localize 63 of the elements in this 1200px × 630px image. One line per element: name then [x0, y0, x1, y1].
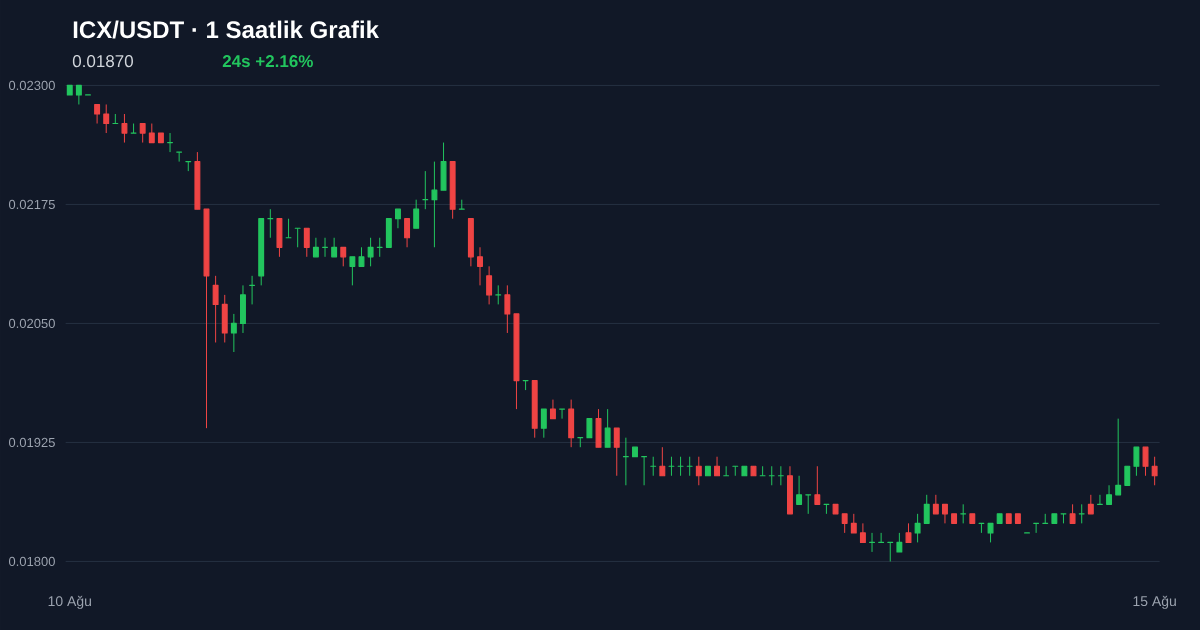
candlestick — [495, 284, 502, 305]
candlestick — [367, 237, 374, 267]
candlestick — [923, 494, 930, 524]
candlestick — [859, 522, 866, 543]
candlestick — [121, 113, 128, 144]
candlestick — [559, 408, 566, 420]
candlestick — [549, 399, 556, 420]
candlestick — [1133, 446, 1140, 477]
candlestick — [613, 427, 620, 477]
y-tick-label: 0.02050 — [8, 318, 55, 329]
candlestick — [659, 446, 666, 477]
y-tick-label: 0.02175 — [8, 199, 55, 210]
candlestick — [1106, 484, 1113, 505]
chart-subtitle: 0.01870 — [72, 55, 133, 68]
x-tick-label: 10 Ağu — [48, 595, 91, 609]
candlestick — [796, 475, 803, 505]
chart-title: ICX/USDT · 1 Saatlik Grafik — [73, 20, 379, 39]
candlestick — [540, 408, 547, 439]
candlestick — [814, 465, 821, 505]
candlestick — [604, 408, 611, 448]
candlestick — [905, 522, 912, 543]
candlestick — [75, 84, 82, 105]
candlestick — [176, 151, 183, 163]
candlestick — [349, 256, 356, 286]
candlestick — [94, 103, 101, 125]
candlestick — [896, 532, 903, 553]
y-tick-label: 0.01925 — [8, 437, 55, 448]
candlestick — [303, 227, 310, 258]
candlestick — [850, 513, 857, 534]
candlestick — [841, 513, 848, 534]
candlestick — [431, 161, 438, 248]
candlestick — [1124, 465, 1131, 486]
candlestick — [404, 218, 411, 248]
candlestick — [148, 123, 155, 144]
candlestick — [695, 456, 702, 486]
y-tick-label: 0.01800 — [8, 556, 55, 567]
candlestick — [358, 246, 365, 267]
candlestick — [312, 237, 319, 258]
candlestick — [477, 246, 483, 286]
candlestick — [103, 103, 110, 134]
candlestick — [1151, 456, 1158, 486]
candlestick — [504, 284, 511, 334]
candlestick — [486, 265, 493, 305]
candlestick — [139, 122, 146, 144]
x-tick-label: 15 Ağu — [1133, 595, 1176, 609]
candlestick — [331, 237, 338, 258]
candlestick — [1069, 503, 1076, 524]
candlestick — [394, 208, 401, 229]
y-tick-label: 0.02300 — [8, 80, 55, 91]
candlestick — [586, 418, 593, 439]
candlestick — [714, 456, 721, 477]
candlestick — [212, 275, 219, 343]
candlestick — [1115, 418, 1122, 496]
candlestick — [1087, 494, 1094, 515]
candlestick — [413, 199, 420, 229]
candlestick — [340, 246, 347, 267]
candlestick — [914, 513, 921, 543]
candlestick — [932, 494, 939, 515]
candlestick — [230, 313, 237, 353]
candlestick — [1142, 446, 1149, 477]
candlestick — [941, 503, 948, 524]
candlestick — [987, 522, 994, 543]
text: 24s +2.16% — [222, 55, 313, 68]
